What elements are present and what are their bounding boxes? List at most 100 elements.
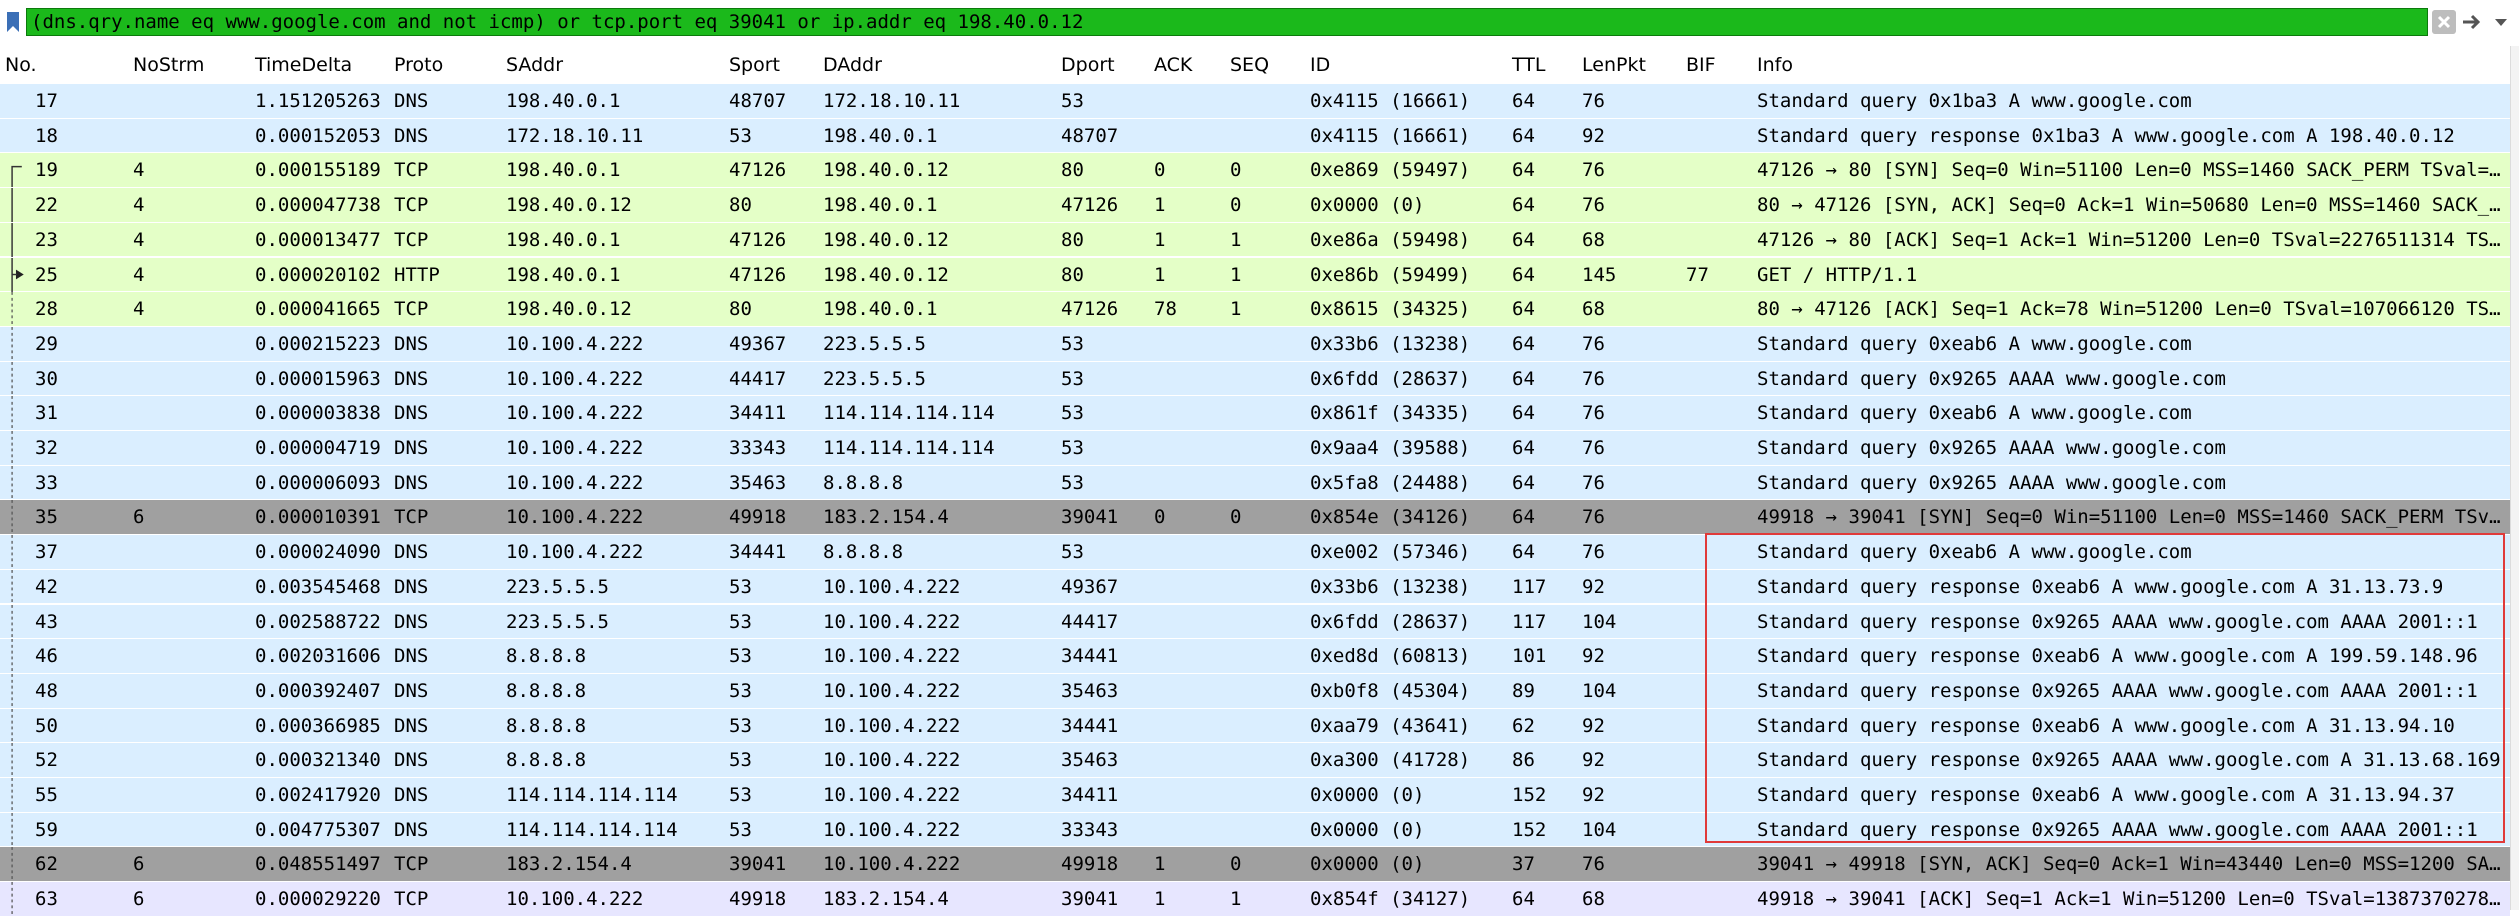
- header-col-info[interactable]: Info: [1757, 54, 1793, 76]
- col-daddr: 114.114.114.114: [823, 437, 995, 459]
- col-saddr: 10.100.4.222: [506, 471, 644, 494]
- col-proto: DNS: [394, 714, 429, 737]
- col-daddr: 8.8.8.8: [823, 471, 904, 494]
- header-col-ttl[interactable]: TTL: [1512, 54, 1546, 76]
- col-sport: 39041: [729, 853, 787, 876]
- table-row[interactable]: 30 0.000015963 DNS 10.100.4.222 44417 223.5.5…: [0, 361, 2510, 397]
- header-col-stream[interactable]: NoStrm: [133, 54, 205, 76]
- col-no: 37: [35, 541, 58, 564]
- header-col-id[interactable]: ID: [1310, 54, 1331, 76]
- col-no: 33: [35, 471, 58, 494]
- table-row[interactable]: 42 0.003545468 DNS 223.5.5.5 53 10.100.4.222 4…: [0, 569, 2510, 605]
- header-col-dport[interactable]: Dport: [1061, 54, 1115, 76]
- col-proto: DNS: [394, 437, 429, 459]
- table-row[interactable]: 59 0.004775307 DNS 114.114.114.114 53 10.100.…: [0, 812, 2510, 848]
- col-lenpkt: 145: [1582, 263, 1617, 286]
- col-no: 17: [35, 90, 58, 112]
- table-row[interactable]: 28 4 0.000041665 TCP 198.40.0.12 80 198.40.0.1…: [0, 292, 2510, 327]
- col-id: 0xe002 (57346): [1310, 541, 1471, 564]
- col-sport: 53: [729, 645, 752, 668]
- col-ttl: 64: [1512, 90, 1535, 112]
- bookmark-icon[interactable]: [3, 10, 23, 34]
- table-row[interactable]: 43 0.002588722 DNS 223.5.5.5 53 10.100.4.222 4…: [0, 604, 2510, 640]
- col-info: Standard query 0xeab6 A www.google.com: [1757, 332, 2192, 355]
- header-col-no[interactable]: No.: [5, 54, 37, 76]
- col-proto: DNS: [394, 90, 429, 112]
- related-packet-icon: [11, 673, 13, 708]
- col-id: 0xed8d (60813): [1310, 645, 1471, 668]
- header-col-seq[interactable]: SEQ: [1230, 54, 1270, 76]
- display-filter-input[interactable]: (dns.qry.name eq www.google.com and not …: [26, 8, 2428, 36]
- vertical-scrollbar[interactable]: [2510, 46, 2519, 910]
- table-row[interactable]: 52 0.000321340 DNS 8.8.8.8 53 10.100.4.222 354…: [0, 743, 2510, 778]
- col-sport: 48707: [729, 90, 787, 112]
- table-row[interactable]: 37 0.000024090 DNS 10.100.4.222 34441 8.8.8.8…: [0, 535, 2510, 570]
- col-proto: DNS: [394, 332, 429, 355]
- table-row[interactable]: 50 0.000366985 DNS 8.8.8.8 53 10.100.4.222 344…: [0, 708, 2510, 744]
- col-proto: DNS: [394, 749, 429, 772]
- col-info: Standard query response 0xeab6 A www.goo…: [1757, 575, 2444, 598]
- col-saddr: 223.5.5.5: [506, 575, 609, 598]
- col-no: 30: [35, 367, 58, 390]
- col-sport: 49918: [729, 506, 787, 529]
- related-packet-icon: [11, 604, 13, 639]
- col-ack: 1: [1154, 263, 1166, 286]
- table-row[interactable]: 55 0.002417920 DNS 114.114.114.114 53 10.100.…: [0, 778, 2510, 813]
- table-row[interactable]: 62 6 0.048551497 TCP 183.2.154.4 39041 10.100.…: [0, 847, 2510, 883]
- table-row[interactable]: 18 0.000152053 DNS 172.18.10.11 53 198.40.0.1…: [0, 118, 2510, 154]
- col-info: Standard query 0xeab6 A www.google.com: [1757, 402, 2192, 425]
- header-col-bif[interactable]: BIF: [1686, 54, 1716, 76]
- header-col-sport[interactable]: Sport: [729, 54, 781, 76]
- apply-filter-arrow-icon[interactable]: [2460, 10, 2484, 34]
- col-saddr: 183.2.154.4: [506, 853, 632, 876]
- table-row[interactable]: 31 0.000003838 DNS 10.100.4.222 34411 114.114…: [0, 396, 2510, 431]
- col-dport: 80: [1061, 228, 1084, 251]
- clear-filter-icon[interactable]: [2432, 10, 2456, 34]
- col-seq: 0: [1230, 194, 1242, 217]
- table-row[interactable]: 48 0.000392407 DNS 8.8.8.8 53 10.100.4.222 354…: [0, 673, 2510, 709]
- col-timedelta: 0.048551497: [255, 853, 381, 876]
- col-proto: DNS: [394, 541, 429, 564]
- col-saddr: 10.100.4.222: [506, 402, 644, 425]
- col-ttl: 64: [1512, 471, 1535, 494]
- header-col-timedelta[interactable]: TimeDelta: [255, 54, 353, 76]
- chevron-down-icon[interactable]: [2490, 10, 2512, 34]
- table-row[interactable]: 23 4 0.000013477 TCP 198.40.0.1 47126 198.40.0…: [0, 222, 2510, 258]
- col-daddr: 10.100.4.222: [823, 645, 961, 668]
- header-col-lenpkt[interactable]: LenPkt: [1582, 54, 1646, 76]
- table-row[interactable]: 46 0.002031606 DNS 8.8.8.8 53 10.100.4.222 344…: [0, 639, 2510, 674]
- col-saddr: 198.40.0.1: [506, 263, 621, 286]
- table-row[interactable]: 32 0.000004719 DNS 10.100.4.222 33343 114.114…: [0, 431, 2510, 466]
- col-proto: DNS: [394, 645, 429, 668]
- col-saddr: 114.114.114.114: [506, 784, 678, 806]
- header-col-proto[interactable]: Proto: [394, 54, 444, 76]
- col-dport: 39041: [1061, 888, 1119, 911]
- table-row[interactable]: 35 6 0.000010391 TCP 10.100.4.222 49918 183.2.…: [0, 500, 2510, 536]
- col-info: 47126 → 80 [SYN] Seq=0 Win=51100 Len=0 M…: [1757, 159, 2501, 182]
- col-proto: DNS: [394, 367, 429, 390]
- table-row[interactable]: 29 0.000215223 DNS 10.100.4.222 49367 223.5.5…: [0, 326, 2510, 362]
- table-row[interactable]: 25 4 0.000020102 HTTP 198.40.0.1 47126 198.40.…: [0, 257, 2510, 293]
- col-seq: 1: [1230, 263, 1242, 286]
- related-packet-icon: [11, 812, 13, 847]
- col-dport: 34411: [1061, 784, 1119, 806]
- table-row[interactable]: 63 6 0.000029220 TCP 10.100.4.222 49918 183.2.…: [0, 882, 2510, 917]
- col-timedelta: 0.000006093: [255, 471, 381, 494]
- related-packet-icon: [11, 500, 13, 535]
- table-row[interactable]: 22 4 0.000047738 TCP 198.40.0.12 80 198.40.0.1…: [0, 188, 2510, 223]
- col-info: Standard query 0xeab6 A www.google.com: [1757, 541, 2192, 564]
- col-id: 0x33b6 (13238): [1310, 332, 1471, 355]
- table-row[interactable]: 17 1.151205263 DNS 198.40.0.1 48707 172.18.10…: [0, 84, 2510, 119]
- col-lenpkt: 92: [1582, 124, 1605, 147]
- col-proto: TCP: [394, 506, 429, 529]
- header-col-ack[interactable]: ACK: [1154, 54, 1193, 76]
- header-col-saddr[interactable]: SAddr: [506, 54, 564, 76]
- col-daddr: 198.40.0.1: [823, 298, 938, 321]
- packet-list-header: No. NoStrm TimeDelta Proto SAddr Sport DAddr Dp…: [0, 46, 2510, 85]
- col-sport: 53: [729, 784, 752, 806]
- col-sport: 53: [729, 749, 752, 772]
- table-row[interactable]: 19 4 0.000155189 TCP 198.40.0.1 47126 198.40.0…: [0, 153, 2510, 189]
- header-col-daddr[interactable]: DAddr: [823, 54, 882, 76]
- col-no: 18: [35, 124, 58, 147]
- table-row[interactable]: 33 0.000006093 DNS 10.100.4.222 35463 8.8.8.8…: [0, 465, 2510, 501]
